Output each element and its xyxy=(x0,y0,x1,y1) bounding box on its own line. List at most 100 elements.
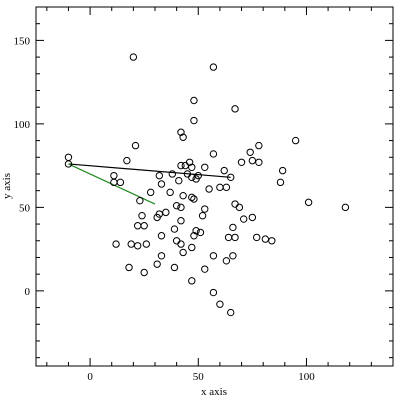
data-point xyxy=(181,161,189,170)
data-point xyxy=(231,200,239,208)
y-axis-ticks: 0 50 100 150 xyxy=(14,6,393,359)
data-point xyxy=(196,228,205,237)
data-point xyxy=(175,176,183,185)
data-point xyxy=(116,178,125,187)
data-point xyxy=(304,198,313,207)
data-point xyxy=(255,158,263,166)
data-point xyxy=(227,173,235,182)
data-point xyxy=(220,166,228,175)
data-point xyxy=(201,265,209,273)
data-point xyxy=(268,237,276,245)
data-point xyxy=(153,260,161,268)
data-point xyxy=(157,180,166,188)
data-point xyxy=(170,225,179,233)
x-tick-label: 50 xyxy=(193,371,205,383)
y-tick-label: 150 xyxy=(14,35,31,47)
data-point xyxy=(190,116,198,125)
data-point xyxy=(231,233,239,242)
data-point xyxy=(209,63,218,71)
data-point xyxy=(177,240,185,248)
data-point xyxy=(190,232,198,240)
data-point xyxy=(153,213,161,222)
data-point xyxy=(110,171,118,180)
data-point xyxy=(192,227,200,235)
data-point xyxy=(229,252,237,260)
data-point xyxy=(252,233,261,242)
x-tick-label: 0 xyxy=(87,371,93,383)
data-point xyxy=(138,212,146,220)
data-point xyxy=(140,222,148,230)
data-point xyxy=(157,252,166,260)
data-point xyxy=(235,203,244,212)
data-point xyxy=(129,53,138,61)
black-fit-line xyxy=(68,163,231,178)
data-point xyxy=(216,300,224,308)
data-point xyxy=(170,263,179,272)
data-point xyxy=(127,240,135,248)
data-point xyxy=(110,178,118,187)
data-point xyxy=(133,222,142,230)
data-point xyxy=(192,175,200,183)
data-point xyxy=(222,183,231,192)
data-point xyxy=(224,233,233,242)
data-point xyxy=(216,183,224,192)
data-point xyxy=(188,277,196,285)
data-point xyxy=(172,237,181,245)
data-point xyxy=(179,133,187,141)
data-point xyxy=(157,232,166,240)
x-tick-label: 100 xyxy=(298,371,315,383)
data-point xyxy=(168,170,177,178)
y-axis-label: y axis xyxy=(1,173,13,199)
data-point xyxy=(142,240,151,248)
plot-frame xyxy=(35,6,394,367)
data-point xyxy=(177,161,185,170)
data-point xyxy=(190,195,198,203)
data-point xyxy=(133,242,142,250)
data-point xyxy=(177,203,185,212)
data-point xyxy=(201,205,209,213)
data-point xyxy=(255,141,263,150)
data-point xyxy=(291,136,300,145)
data-point xyxy=(205,185,213,193)
data-point xyxy=(276,178,285,187)
data-point xyxy=(229,223,237,232)
data-point xyxy=(209,150,218,158)
data-point xyxy=(248,213,257,222)
y-tick-label: 100 xyxy=(14,119,31,131)
data-point xyxy=(248,156,257,165)
data-point xyxy=(341,203,350,212)
data-point xyxy=(278,166,287,175)
x-axis-label: x axis xyxy=(201,386,227,398)
data-point xyxy=(198,212,207,220)
x-axis-ticks: 0 50 100 xyxy=(46,7,394,383)
data-point xyxy=(64,160,73,168)
data-point xyxy=(227,308,235,317)
data-point xyxy=(246,148,254,156)
data-point xyxy=(188,173,196,182)
data-points xyxy=(64,53,350,317)
data-point xyxy=(146,188,155,197)
y-tick-label: 0 xyxy=(25,286,31,298)
data-point xyxy=(136,196,144,205)
data-point xyxy=(155,171,164,180)
data-point xyxy=(112,240,120,248)
data-point xyxy=(261,235,270,243)
data-point xyxy=(179,248,187,257)
data-point xyxy=(201,163,209,171)
data-point xyxy=(177,128,185,136)
data-point xyxy=(231,105,239,113)
data-point xyxy=(162,208,170,217)
y-tick-label: 50 xyxy=(19,202,31,214)
data-point xyxy=(131,141,140,150)
data-point xyxy=(172,202,181,210)
data-point xyxy=(179,191,187,200)
data-point xyxy=(188,193,196,202)
data-point xyxy=(240,215,248,223)
data-point xyxy=(177,217,185,225)
data-point xyxy=(209,288,218,297)
data-point xyxy=(64,153,73,161)
data-point xyxy=(125,263,133,272)
data-point xyxy=(166,188,174,197)
data-point xyxy=(222,257,231,265)
